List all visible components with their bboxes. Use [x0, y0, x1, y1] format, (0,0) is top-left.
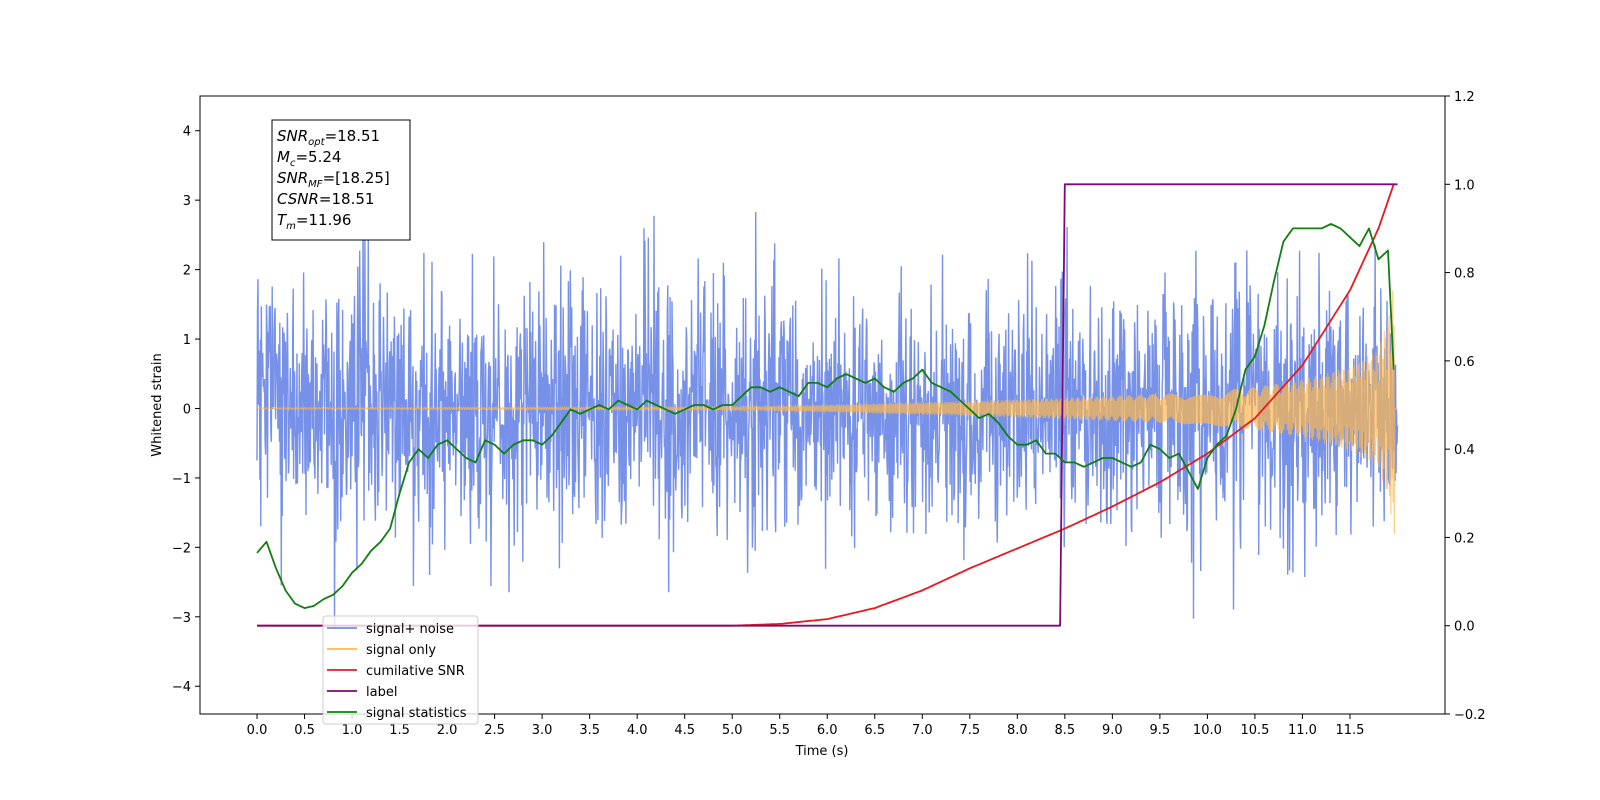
x-tick-label: 0.0	[247, 723, 268, 738]
y-tick-label: 2	[183, 264, 191, 279]
legend: signal+ noise signal only cumilative SNR la…	[322, 615, 479, 725]
y-tick-label: −2	[172, 541, 191, 556]
y-tick-label: 0	[183, 402, 191, 417]
annotation-frame	[271, 119, 411, 241]
x-tick-label: 8.5	[1055, 723, 1076, 738]
annotation-line: SNRMF=[18.25]	[277, 169, 390, 190]
annotation-line: CSNR=18.51	[277, 190, 374, 208]
annotation-subscript: MF	[308, 179, 323, 190]
x-tick-label: 4.0	[627, 723, 648, 738]
legend-label: cumilative SNR	[366, 664, 465, 679]
y2-tick-label: 0.8	[1454, 267, 1475, 282]
y-tick-label: −3	[172, 611, 191, 626]
x-tick-label: 8.0	[1007, 723, 1028, 738]
y2-tick-label: 1.0	[1454, 178, 1475, 193]
x-tick-label: 2.5	[484, 723, 505, 738]
y-tick-label: 4	[183, 125, 191, 140]
x-axis: 0.0 0.5 1.0 1.5 2.0 2.5 3.0 3.5 4.0 4.5 5.0 5.5 6.0 6…	[247, 714, 1364, 738]
annotation-symbol: SNR	[277, 169, 308, 187]
y2-tick-label: 0.2	[1454, 531, 1475, 546]
annotation-value: =18.51	[325, 127, 381, 145]
series-label	[257, 183, 1398, 627]
annotation-value: =18.51	[319, 190, 375, 208]
stats-annotation-box: SNRopt=18.51Mc=5.24SNRMF=[18.25]CSNR=18.…	[271, 119, 411, 241]
y-axis-left: −4 −3 −2 −1 0 1 2 3 4	[172, 125, 200, 695]
series-signal-only	[256, 290, 1398, 534]
y-tick-label: 1	[183, 333, 191, 348]
y2-tick-label: 0.6	[1454, 355, 1475, 370]
annotation-value: =[18.25]	[323, 169, 390, 187]
y-axis-label: Whitened strain	[150, 353, 165, 456]
x-tick-label: 9.0	[1102, 723, 1123, 738]
x-tick-label: 5.5	[769, 723, 790, 738]
annotation-symbol: SNR	[277, 127, 308, 145]
legend-label: label	[366, 685, 397, 700]
annotation-line: SNRopt=18.51	[277, 127, 380, 148]
series-signal-statistics	[256, 223, 1395, 609]
annotation-line: Tm=11.96	[277, 211, 351, 232]
x-tick-label: 3.5	[579, 723, 600, 738]
x-tick-label: 7.5	[959, 723, 980, 738]
y2-tick-label: 1.2	[1454, 90, 1475, 105]
annotation-subscript: opt	[308, 137, 325, 148]
legend-label: signal statistics	[366, 706, 467, 721]
y-tick-label: −4	[172, 680, 191, 695]
annotation-symbol: CSNR	[277, 190, 319, 208]
y-tick-label: −1	[172, 472, 191, 487]
legend-frame	[322, 615, 479, 725]
x-tick-label: 6.5	[864, 723, 885, 738]
axes-frame	[199, 95, 1446, 715]
x-tick-label: 3.0	[532, 723, 553, 738]
annotation-symbol: M	[277, 148, 290, 166]
x-tick-label: 9.5	[1150, 723, 1171, 738]
x-tick-label: 11.0	[1288, 723, 1317, 738]
annotation-line: Mc=5.24	[277, 148, 341, 169]
y2-tick-label: 0.0	[1454, 620, 1475, 635]
x-tick-label: 6.0	[817, 723, 838, 738]
x-tick-label: 5.0	[722, 723, 743, 738]
x-tick-label: 11.5	[1335, 723, 1364, 738]
y2-tick-label: −0.2	[1454, 708, 1486, 723]
x-tick-label: 7.0	[912, 723, 933, 738]
annotation-symbol: T	[277, 211, 288, 229]
y-axis-right: −0.2 0.0 0.2 0.4 0.6 0.8 1.0 1.2	[1445, 90, 1486, 723]
x-tick-label: 4.5	[674, 723, 695, 738]
x-tick-label: 1.0	[342, 723, 363, 738]
legend-label: signal only	[366, 643, 436, 658]
x-axis-label: Time (s)	[795, 744, 849, 759]
annotation-value: =11.96	[296, 211, 352, 229]
x-tick-label: 0.5	[294, 723, 315, 738]
annotation-value: =5.24	[295, 148, 341, 166]
y-tick-label: 3	[183, 194, 191, 209]
annotation-subscript: m	[286, 221, 296, 232]
x-tick-label: 2.0	[437, 723, 458, 738]
x-tick-label: 10.5	[1240, 723, 1269, 738]
x-tick-label: 1.5	[389, 723, 410, 738]
x-tick-label: 10.0	[1193, 723, 1222, 738]
annotation-subscript: c	[290, 158, 296, 169]
y2-tick-label: 0.4	[1454, 443, 1475, 458]
legend-label: signal+ noise	[366, 622, 454, 637]
